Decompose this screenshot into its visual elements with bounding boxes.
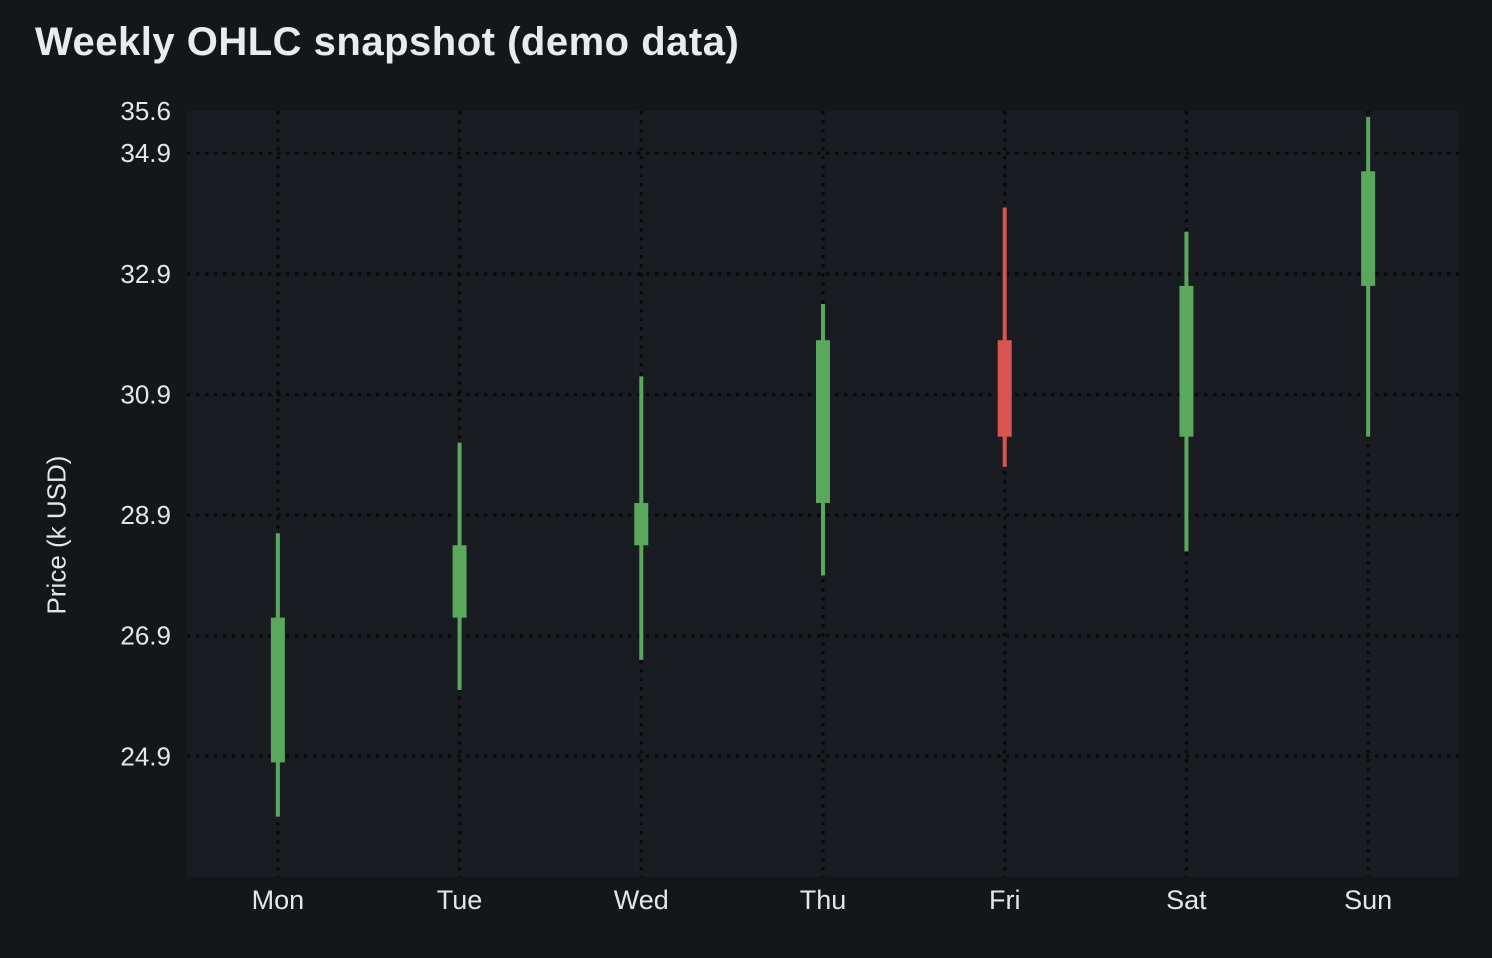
y-tick-label-35.6: 35.6 <box>120 96 171 126</box>
candle-wick-fri <box>1002 207 1007 467</box>
y-tick-label-34.9: 34.9 <box>120 138 171 168</box>
candle-body-fri <box>997 340 1012 437</box>
x-tick-label-sun: Sun <box>1344 885 1392 915</box>
x-tick-label-sat: Sat <box>1166 885 1207 915</box>
x-tick-label-thu: Thu <box>800 885 847 915</box>
y-tick-label-30.9: 30.9 <box>120 379 171 409</box>
chart-title: Weekly OHLC snapshot (demo data) <box>35 20 740 64</box>
y-tick-label-28.9: 28.9 <box>120 500 171 530</box>
candle-body-mon <box>270 617 285 763</box>
y-tick-label-24.9: 24.9 <box>120 741 171 771</box>
candle-body-wed <box>634 503 649 546</box>
candle-body-sun <box>1361 171 1376 286</box>
x-tick-label-mon: Mon <box>252 885 305 915</box>
candle-body-thu <box>816 340 830 504</box>
y-tick-label-32.9: 32.9 <box>120 259 171 289</box>
candle-body-tue <box>452 545 467 618</box>
y-tick-label-26.9: 26.9 <box>120 621 171 651</box>
candle-body-sat <box>1179 285 1194 437</box>
x-tick-label-tue: Tue <box>437 885 483 915</box>
x-tick-label-wed: Wed <box>614 885 669 915</box>
x-tick-label-fri: Fri <box>989 885 1020 915</box>
